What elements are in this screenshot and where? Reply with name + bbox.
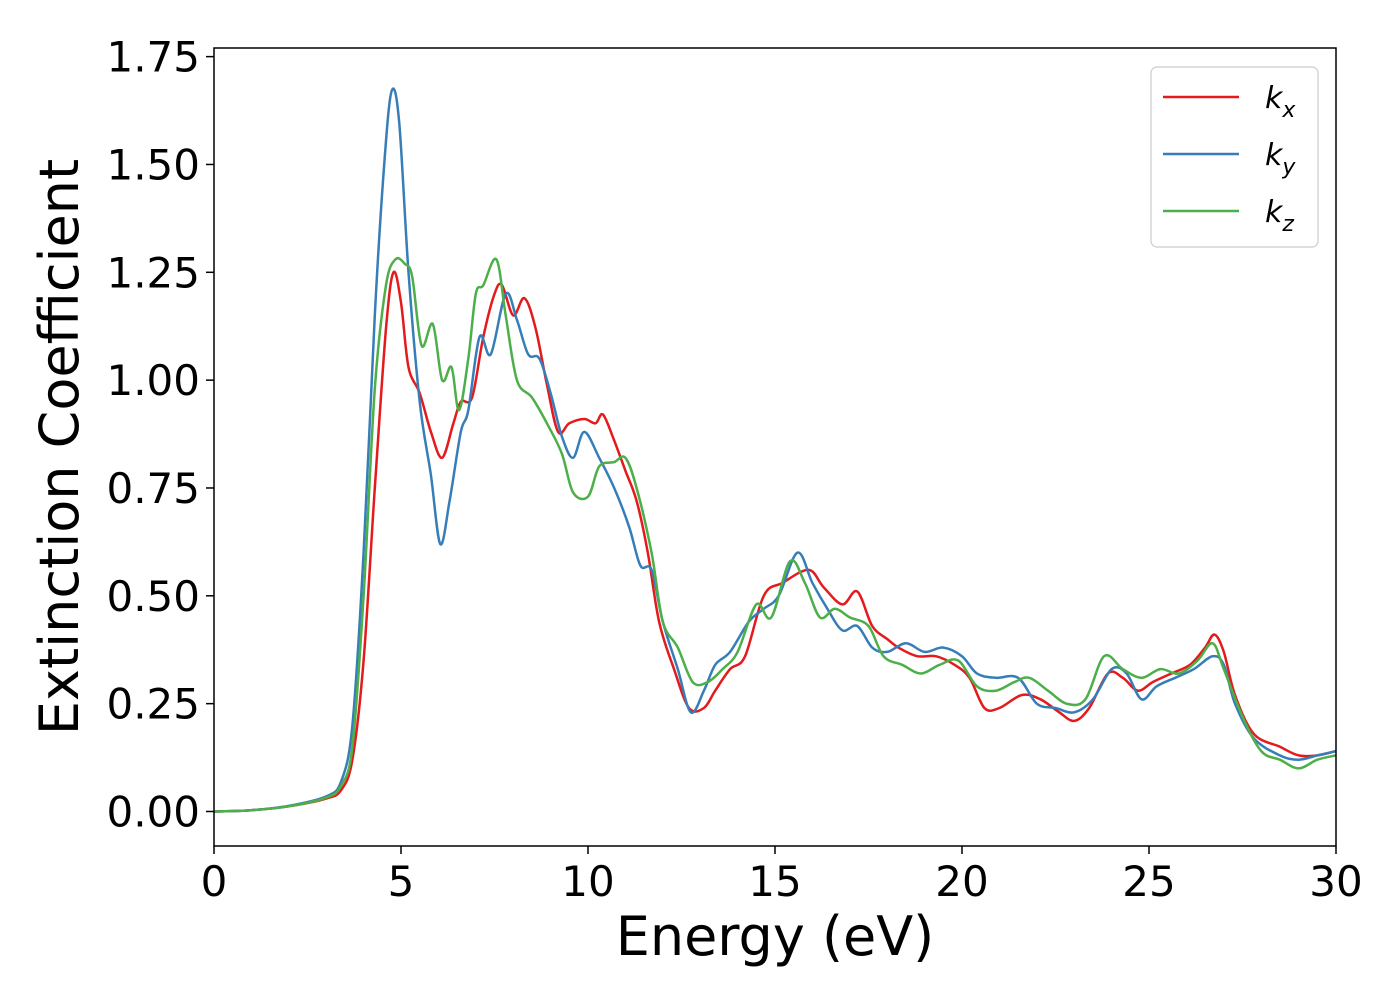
y-tick-label: 0.00	[106, 787, 200, 836]
y-tick-label: 1.25	[106, 248, 200, 297]
series-line-kz	[214, 256, 1336, 813]
x-tick-label: 30	[1309, 857, 1362, 906]
x-tick-label: 15	[748, 857, 801, 906]
y-axis: 0.00 0.25 0.50 0.75 1.00 1.25 1.50 1.75	[106, 33, 214, 836]
x-tick-label: 25	[1122, 857, 1175, 906]
series-line-ky	[214, 87, 1336, 813]
y-tick-label: 1.00	[106, 356, 200, 405]
x-tick-label: 20	[935, 857, 988, 906]
y-tick-label: 0.50	[106, 572, 200, 621]
y-tick-label: 0.75	[106, 464, 200, 513]
legend-box	[1150, 66, 1319, 248]
legend-label: kz	[1265, 195, 1294, 237]
legend-label: ky	[1265, 138, 1296, 180]
y-tick-label: 1.75	[106, 33, 200, 82]
x-axis-title: Energy (eV)	[616, 905, 935, 968]
x-tick-label: 10	[561, 857, 614, 906]
y-tick-label: 0.25	[106, 680, 200, 729]
legend: kx ky kz	[1150, 66, 1319, 248]
x-tick-label: 0	[201, 857, 228, 906]
series-line-kx	[214, 270, 1336, 813]
x-tick-label: 5	[388, 857, 415, 906]
plot-content	[214, 87, 1336, 813]
y-axis-title: Extinction Coefficient	[28, 159, 91, 735]
y-tick-label: 1.50	[106, 140, 200, 189]
legend-label: kx	[1265, 81, 1296, 123]
x-axis: 0 5 10 15 20 25 30	[201, 846, 1363, 906]
